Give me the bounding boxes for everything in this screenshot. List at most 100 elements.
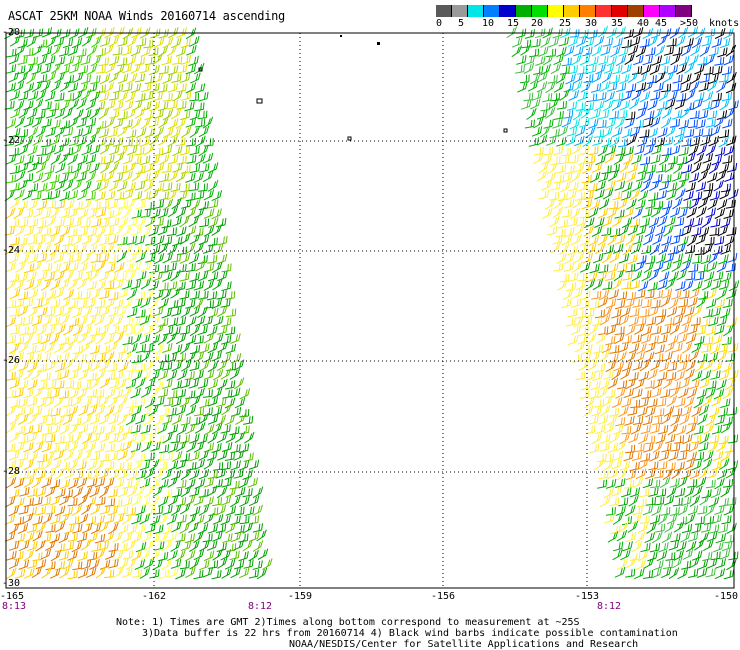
wind-barb [63, 270, 74, 283]
wind-barb [130, 316, 141, 327]
wind-barb [624, 505, 636, 517]
wind-barb [91, 181, 102, 193]
wind-barb [59, 191, 70, 202]
wind-barb [95, 566, 106, 579]
wind-barb [9, 218, 20, 228]
wind-barb [45, 71, 57, 83]
wind-barb [576, 279, 587, 291]
wind-barb [26, 523, 38, 533]
wind-barb [567, 65, 578, 75]
wind-barb [247, 477, 258, 488]
wind-barb [714, 236, 725, 246]
wind-barb [215, 504, 227, 516]
colorbar-segment [660, 5, 676, 17]
wind-barb [154, 396, 165, 407]
wind-barb [117, 542, 128, 552]
wind-barb [140, 46, 152, 57]
wind-barb [211, 406, 223, 417]
wind-barb [18, 291, 29, 301]
wind-barb [32, 98, 44, 111]
wind-barb [625, 233, 636, 246]
wind-barb [606, 207, 618, 219]
wind-barb [158, 65, 169, 75]
wind-barb [612, 548, 623, 561]
wind-barb [67, 405, 79, 417]
wind-barb [190, 505, 201, 517]
wind-barb [694, 271, 705, 281]
wind-barb [711, 424, 723, 435]
wind-barb [705, 118, 716, 128]
wind-barb [67, 550, 78, 561]
wind-barb [199, 559, 210, 571]
wind-barb [617, 291, 628, 301]
wind-barb [5, 118, 17, 129]
wind-barb [149, 170, 160, 182]
wind-barb [95, 299, 105, 309]
wind-barb [76, 243, 87, 255]
wind-barb [171, 360, 183, 372]
wind-barb [611, 99, 623, 111]
colorbar-segment [532, 5, 548, 17]
wind-barb [207, 217, 219, 228]
wind-barb [588, 415, 599, 425]
wind-barb [186, 315, 197, 328]
wind-barb [122, 317, 134, 327]
wind-barb [143, 324, 155, 336]
wind-barb [643, 351, 655, 363]
wind-barb [555, 72, 567, 84]
wind-barb [126, 35, 138, 48]
wind-barb [179, 290, 190, 300]
wind-barb [714, 477, 725, 490]
wind-barb [99, 235, 110, 246]
wind-barb [175, 117, 187, 129]
wind-barb [618, 138, 629, 148]
wind-barb [171, 306, 182, 317]
wind-barb [715, 558, 726, 569]
wind-barb [89, 268, 100, 281]
wind-barb [98, 324, 110, 336]
wind-barb [113, 100, 124, 111]
wind-barb [121, 63, 133, 74]
wind-barb [166, 513, 178, 525]
wind-barb [54, 543, 65, 552]
wind-barb [208, 199, 219, 209]
wind-barb [98, 107, 110, 120]
wind-barb [130, 45, 142, 57]
wind-barb [606, 55, 617, 67]
wind-barb [601, 306, 613, 319]
wind-barb [131, 459, 143, 471]
wind-barb [175, 388, 186, 399]
island-marker [340, 35, 342, 37]
wind-barb [636, 72, 648, 84]
wind-barb [53, 36, 65, 47]
wind-barb [663, 46, 674, 56]
wind-barb [168, 567, 179, 578]
wind-barb [80, 163, 92, 175]
wind-barb [105, 99, 116, 110]
wind-barb [136, 127, 147, 139]
wind-barb [18, 559, 30, 570]
wind-barb [722, 298, 733, 308]
wind-barb [125, 449, 136, 462]
wind-barb [691, 161, 702, 174]
wind-barb [179, 560, 190, 570]
wind-barb [235, 486, 246, 498]
wind-barb [635, 107, 647, 120]
wind-barb [657, 512, 669, 525]
wind-barb [67, 190, 79, 201]
wind-barb [204, 300, 214, 309]
wind-barb [708, 434, 720, 444]
wind-barb [668, 450, 679, 462]
wind-barb [140, 496, 151, 507]
wind-barb [687, 532, 699, 542]
wind-barb [45, 215, 57, 228]
wind-barb [592, 278, 604, 291]
wind-barb [172, 162, 183, 173]
wind-barb [95, 496, 106, 506]
wind-barb [5, 82, 16, 93]
wind-barb [632, 476, 644, 489]
wind-barb [206, 450, 218, 461]
wind-barb [208, 560, 219, 569]
wind-barb [202, 389, 213, 398]
wind-barb [163, 397, 174, 407]
